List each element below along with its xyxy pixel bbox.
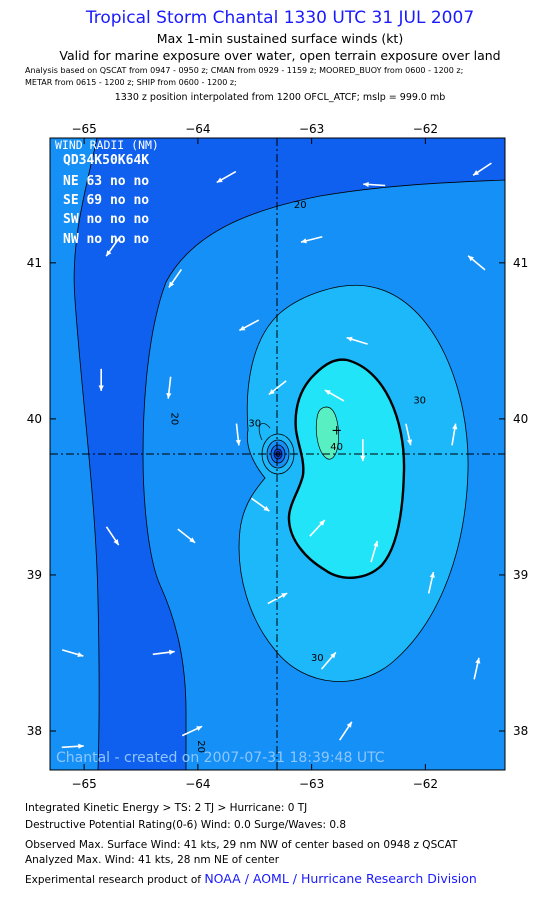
x-tick-label-top: −65 <box>71 122 96 136</box>
wind-vector-arrow <box>177 528 196 544</box>
x-tick-label-bottom: −65 <box>71 777 96 791</box>
wind-radii-table: WIND RADII (NM) QD34K50K64K NE 63 no no … <box>55 138 159 247</box>
wind-vector-arrow <box>181 725 203 737</box>
wind-radii-row: NW no no no <box>63 232 149 247</box>
ike-text: Integrated Kinetic Energy > TS: 2 TJ > H… <box>25 802 308 814</box>
y-tick-label-left: 39 <box>27 568 42 582</box>
contour-labels: 20 20 20 30 30 30 40 + <box>169 200 426 753</box>
wind-radii-row: SE 69 no no <box>63 193 149 208</box>
wind-vector-arrow <box>324 389 345 402</box>
y-tick-label-right: 38 <box>513 724 528 738</box>
wind-vector-arrow <box>166 376 172 399</box>
analysis-sources-line1: Analysis based on QSCAT from 0947 - 0950… <box>25 66 464 75</box>
contour-label: 30 <box>248 419 261 430</box>
wind-vector-arrow <box>427 571 435 594</box>
x-tick-label-top: −63 <box>299 122 324 136</box>
wind-radii-header: QD34K50K64K <box>63 153 149 168</box>
x-tick-label-top: −62 <box>413 122 438 136</box>
contour-20-west <box>73 138 100 770</box>
wind-vector-arrow <box>61 649 84 658</box>
wind-vector-arrow <box>467 255 486 271</box>
wind-vector-arrow <box>238 319 260 332</box>
x-tick-label-bottom: −62 <box>413 777 438 791</box>
crosshair <box>50 138 505 770</box>
wind-vector-arrow <box>363 181 386 188</box>
wind-vector-arrow <box>168 268 183 288</box>
analyzed-max-wind: Analyzed Max. Wind: 41 kts, 28 nm NE of … <box>25 854 280 866</box>
contour-label: 20 <box>169 413 180 426</box>
y-tick-label-right: 39 <box>513 568 528 582</box>
wind-vector-arrow <box>152 649 175 656</box>
chart-title: Tropical Storm Chantal 1330 UTC 31 JUL 2… <box>85 8 475 28</box>
wind-radii-row: NE 63 no no <box>63 174 149 189</box>
wind-radii-title: WIND RADII (NM) <box>55 138 159 152</box>
experimental-prefix: Experimental research product of <box>25 874 205 886</box>
wind-vector-arrow <box>98 368 104 391</box>
wind-vector-arrow <box>451 423 458 446</box>
x-tick-label-bottom: −64 <box>185 777 210 791</box>
wind-vector-arrow <box>320 651 337 670</box>
chart-subtitle-exposure: Valid for marine exposure over water, op… <box>59 48 501 63</box>
wind-vector-arrow <box>472 162 492 176</box>
wind-vector-arrow <box>370 540 379 563</box>
wind-vector-arrow <box>346 336 368 345</box>
wind-vector-arrow <box>405 423 413 446</box>
contour-label: 40 <box>330 442 343 453</box>
contour-label: 30 <box>311 653 324 664</box>
y-tick-label-right: 41 <box>513 256 528 270</box>
wind-vector-arrow <box>251 497 270 512</box>
wind-vector-arrow <box>61 743 84 749</box>
wind-vectors <box>61 162 492 749</box>
y-tick-label-right: 40 <box>513 412 528 426</box>
band-ge40 <box>315 406 339 460</box>
observed-max-wind: Observed Max. Surface Wind: 41 kts, 29 n… <box>25 839 458 851</box>
wind-vector-arrow <box>309 519 326 537</box>
y-tick-label-left: 40 <box>27 412 42 426</box>
experimental-credit: Experimental research product of NOAA / … <box>25 871 477 886</box>
wind-field-plot: 20 20 20 30 30 30 40 + −65 −65 −64 −64 −63 −63 −62 −62… <box>27 122 529 791</box>
contour-label: 30 <box>413 395 426 406</box>
contour-label: 20 <box>195 740 206 753</box>
wind-vector-arrow <box>105 237 120 257</box>
hrd-link[interactable]: NOAA / AOML / Hurricane Research Divisio… <box>204 871 477 886</box>
wind-vector-arrow <box>360 439 366 462</box>
wind-vector-arrow <box>473 657 481 680</box>
contour-34 <box>287 358 406 579</box>
chart-subtitle: Max 1-min sustained surface winds (kt) <box>156 31 404 46</box>
wind-vector-arrow <box>268 380 287 396</box>
max-wind-marker: + <box>331 423 342 438</box>
wind-radii-row: SW no no no <box>63 212 149 227</box>
y-tick-label-left: 41 <box>27 256 42 270</box>
destructive-potential-text: Destructive Potential Rating(0-6) Wind: … <box>25 819 347 831</box>
contour-label: 20 <box>294 200 307 211</box>
axis-ticks: −65 −65 −64 −64 −63 −63 −62 −62 38 38 39 39 40 40 41 41 <box>27 122 529 791</box>
created-credit: Chantal - created on 2007-07-31 18:39:48… <box>56 750 385 766</box>
x-tick-label-bottom: −63 <box>299 777 324 791</box>
position-note: 1330 z position interpolated from 1200 O… <box>114 92 446 103</box>
contour-20 <box>142 179 505 770</box>
contour-30 <box>238 284 469 682</box>
analysis-sources-line2: METAR from 0615 - 1200 z; SHIP from 0600… <box>25 78 237 87</box>
wind-vector-arrow <box>105 526 120 546</box>
x-tick-label-top: −64 <box>185 122 210 136</box>
wind-vector-arrow <box>300 235 323 244</box>
y-tick-label-left: 38 <box>27 724 42 738</box>
wind-vector-arrow <box>235 423 241 446</box>
plot-frame <box>49 137 506 771</box>
wind-vector-arrow <box>216 170 237 184</box>
wind-vector-arrow <box>338 721 353 741</box>
